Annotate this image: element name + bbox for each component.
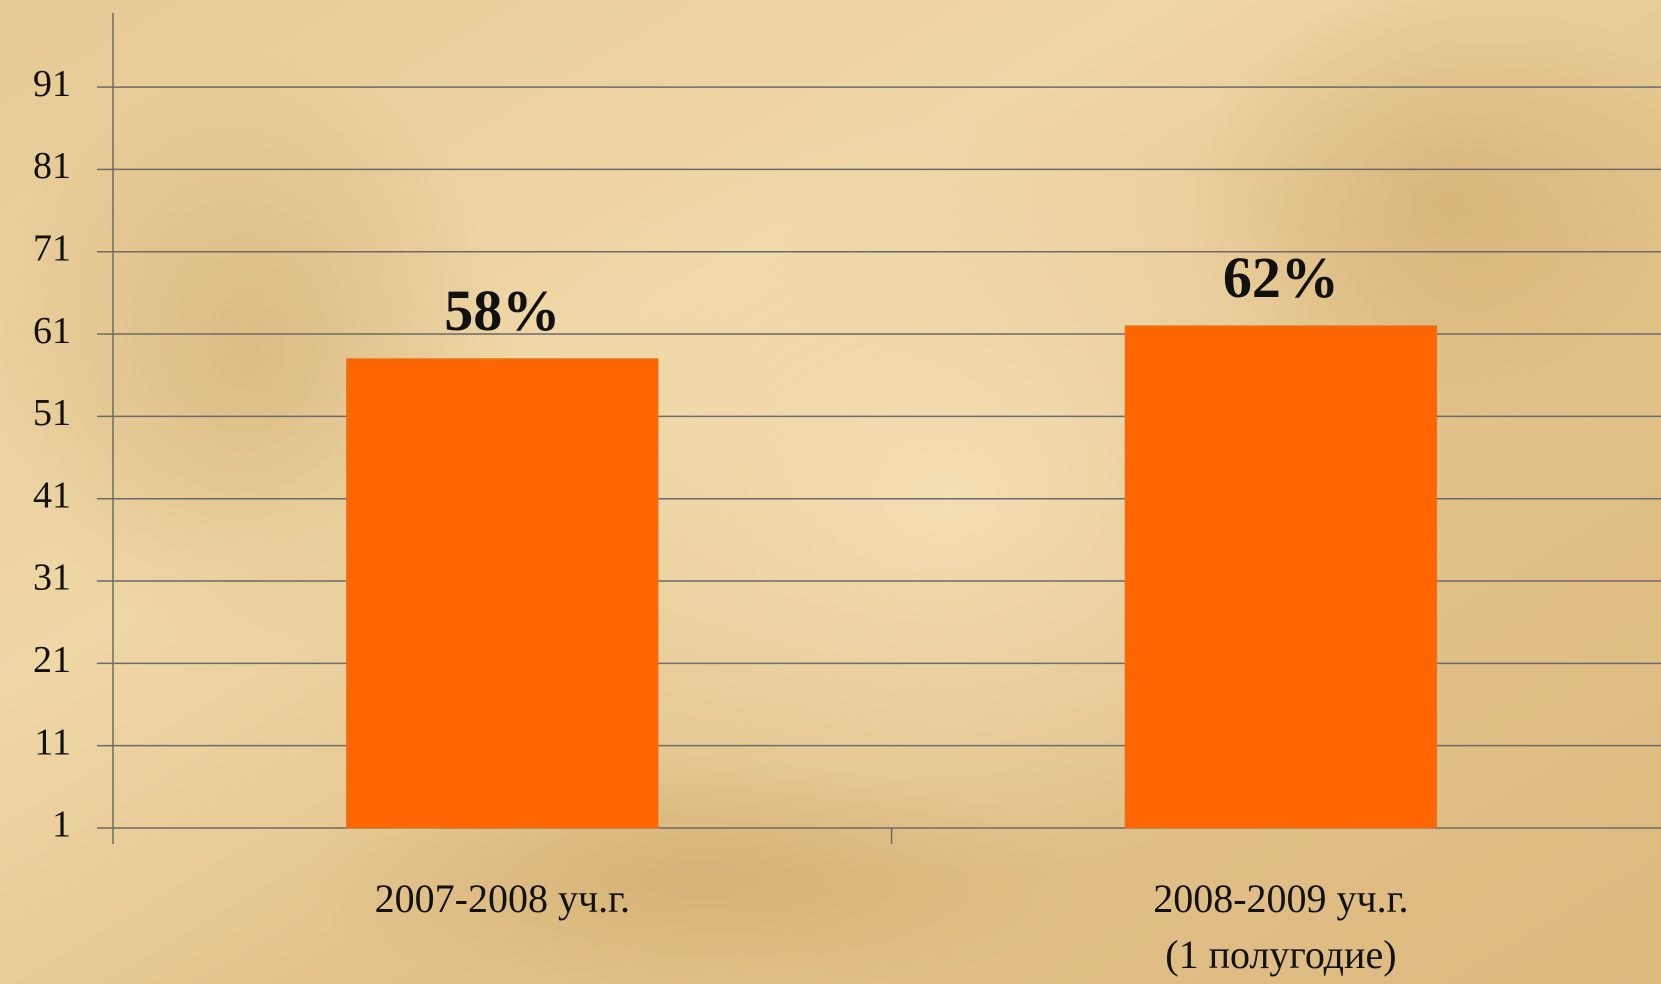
y-tick-label: 51: [33, 392, 71, 434]
y-tick-label: 61: [33, 310, 71, 352]
x-tick-label: 2007-2008 уч.г.: [375, 876, 630, 921]
y-tick-label: 1: [52, 804, 71, 846]
value-label: 62%: [1223, 245, 1339, 310]
bar: [346, 358, 659, 829]
y-tick-label: 41: [33, 474, 71, 516]
y-tick-label: 81: [33, 145, 71, 187]
value-label: 58%: [444, 278, 560, 343]
bar: [1124, 325, 1438, 829]
background-spot: [1190, 0, 1661, 420]
x-tick-label: 2008-2009 уч.г. (1 полугодие): [1153, 876, 1408, 977]
y-tick-label: 31: [33, 557, 71, 599]
y-tick-label: 21: [33, 639, 71, 681]
y-tick-label: 71: [33, 227, 71, 269]
y-tick-label: 11: [34, 721, 71, 763]
y-tick-label: 91: [33, 63, 71, 105]
